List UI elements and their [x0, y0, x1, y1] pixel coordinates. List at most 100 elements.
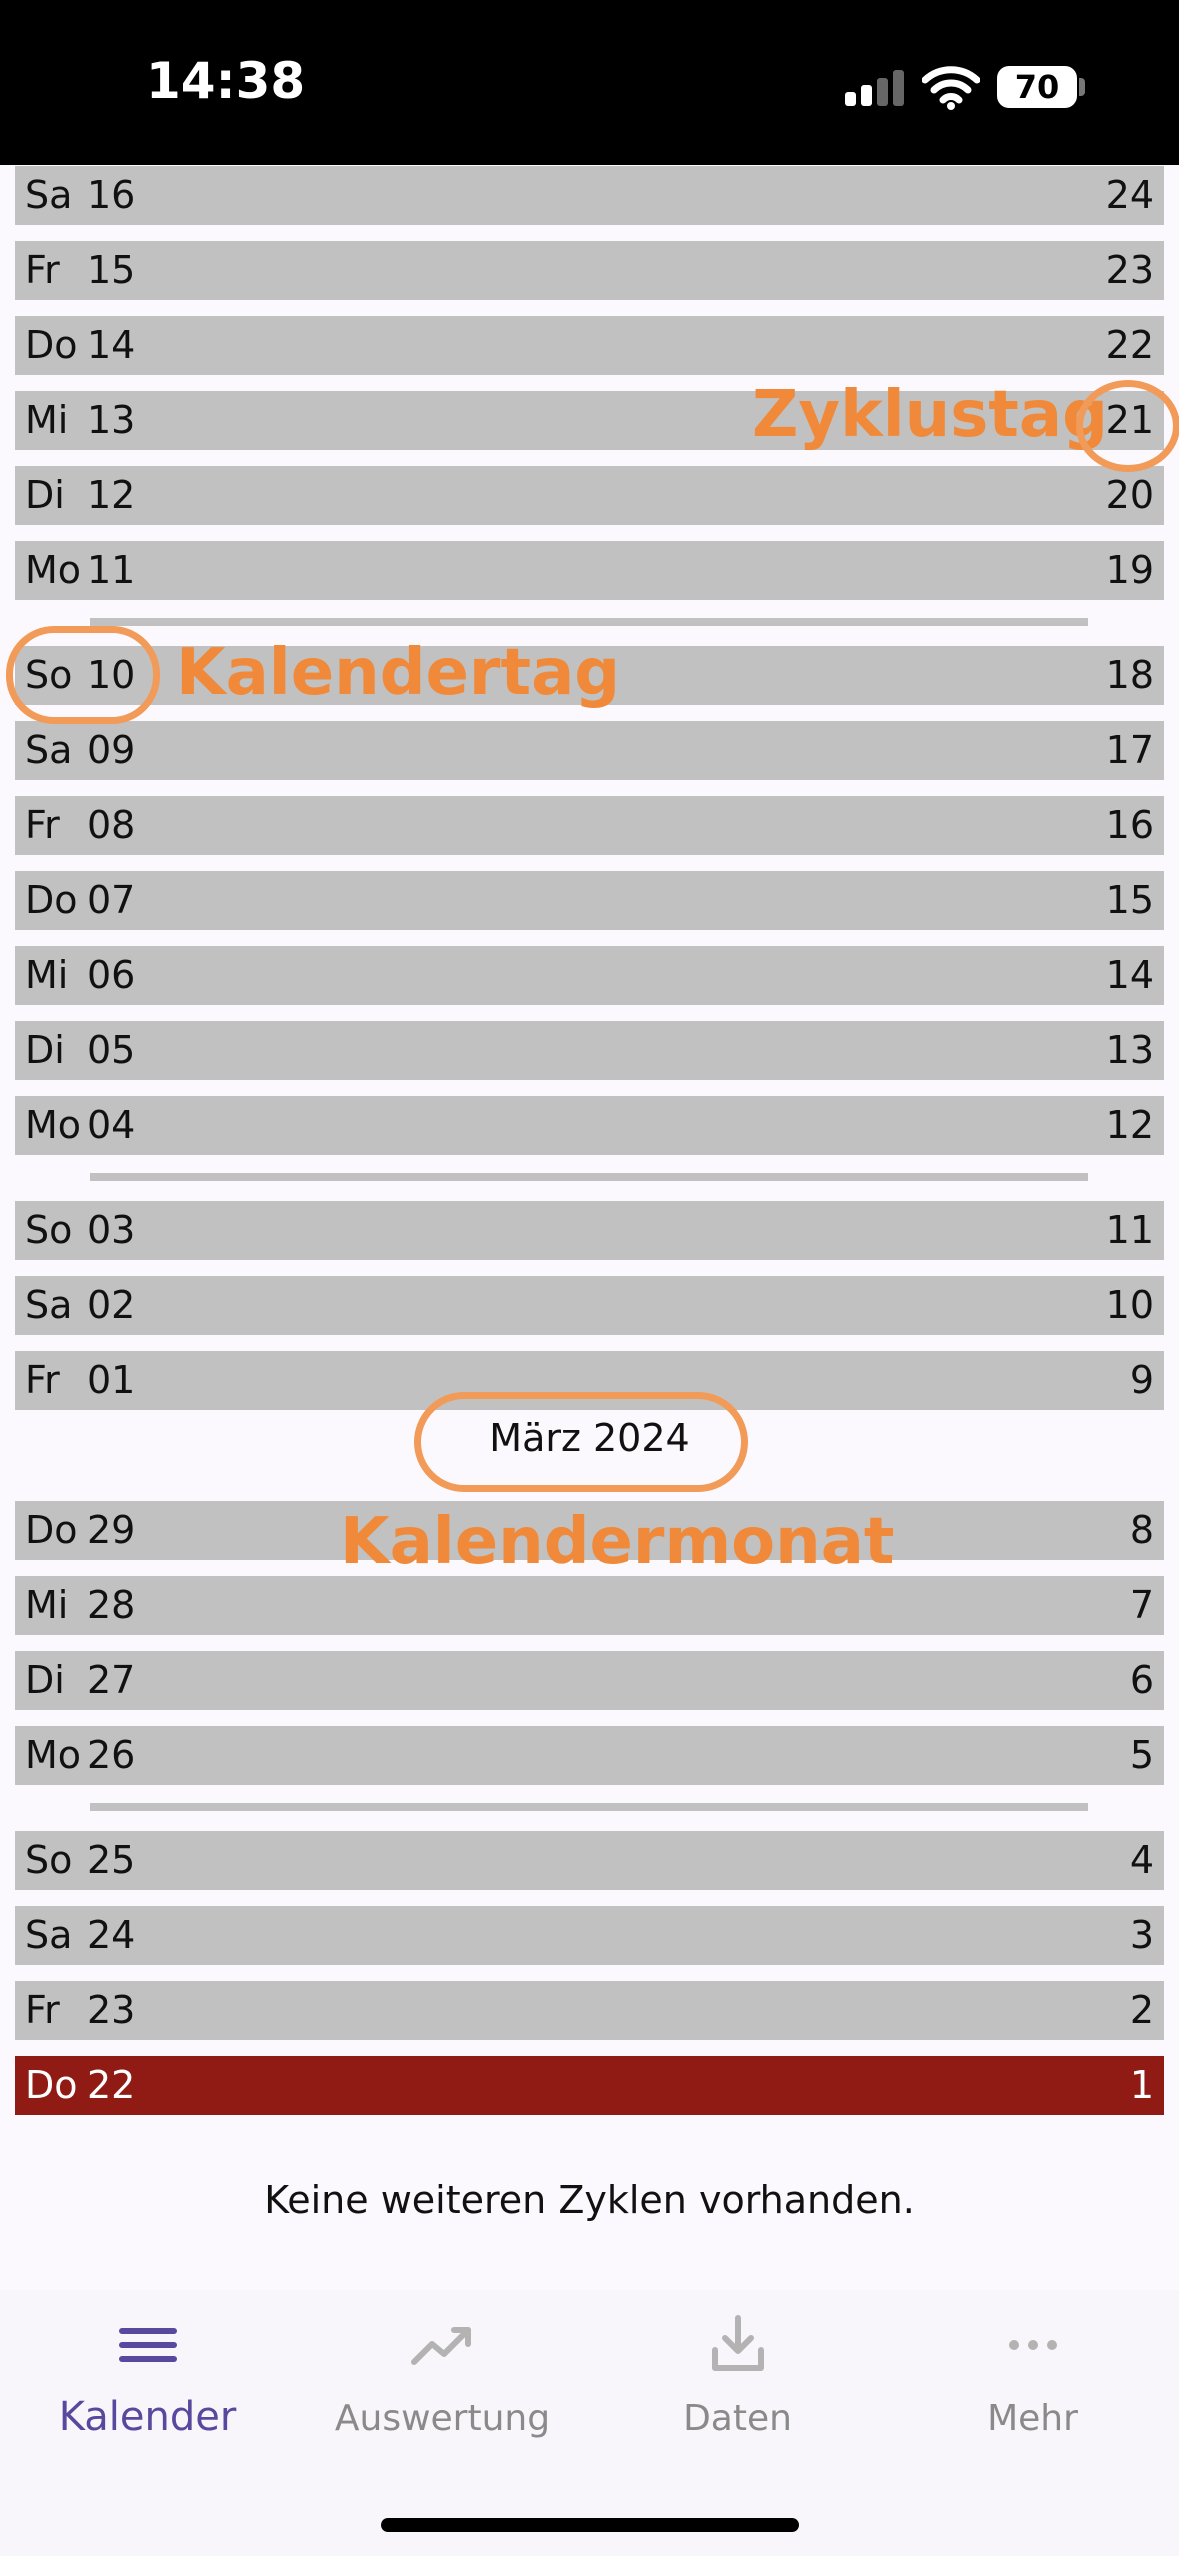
- day-row[interactable]: Do 14 22: [15, 316, 1164, 375]
- calendar-day: 26: [87, 1733, 136, 1777]
- calendar-day: 07: [87, 878, 136, 922]
- weekday: Do: [25, 878, 78, 922]
- weekday: Mo: [25, 1103, 82, 1147]
- cellular-signal-icon: [845, 70, 907, 106]
- no-more-cycles-note: Keine weiteren Zyklen vorhanden.: [264, 2178, 915, 2222]
- weekday: So: [25, 1208, 73, 1252]
- download-icon: [711, 2315, 764, 2371]
- calendar-day: 04: [87, 1103, 136, 1147]
- annotation-ring-month: [414, 1392, 748, 1492]
- cycle-day: 5: [1129, 1733, 1154, 1777]
- weekday: Mo: [25, 1733, 82, 1777]
- annotation-calendar-month: Kalendermonat: [340, 1505, 895, 1579]
- calendar-day: 16: [87, 173, 136, 217]
- calendar-day: 14: [87, 323, 136, 367]
- day-row[interactable]: Fr 01 9: [15, 1351, 1164, 1410]
- weekday: Mo: [25, 548, 82, 592]
- week-separator: [90, 1803, 1088, 1811]
- status-time: 14:38: [146, 52, 306, 110]
- calendar-day: 28: [87, 1583, 136, 1627]
- day-row[interactable]: Sa 09 17: [15, 721, 1164, 780]
- day-row[interactable]: Do 07 15: [15, 871, 1164, 930]
- weekday: Mi: [25, 953, 69, 997]
- cycle-day: 20: [1105, 473, 1154, 517]
- day-row[interactable]: Mi 06 14: [15, 946, 1164, 1005]
- list-icon: [118, 2328, 177, 2362]
- tab-label: Kalender: [58, 2394, 237, 2440]
- calendar-day: 22: [87, 2063, 136, 2107]
- calendar-day: 12: [87, 473, 136, 517]
- wifi-icon: [922, 66, 980, 110]
- calendar-day: 13: [87, 398, 136, 442]
- day-row[interactable]: Di 27 6: [15, 1651, 1164, 1710]
- calendar-day: 03: [87, 1208, 136, 1252]
- weekday: Fr: [25, 803, 60, 847]
- weekday: Fr: [25, 1988, 60, 2032]
- home-indicator[interactable]: [381, 2518, 799, 2532]
- day-row[interactable]: So 10 18: [15, 646, 1164, 705]
- day-row[interactable]: Sa 24 3: [15, 1906, 1164, 1965]
- calendar-day: 08: [87, 803, 136, 847]
- day-row[interactable]: Mo 11 19: [15, 541, 1164, 600]
- cycle-day: 4: [1129, 1838, 1154, 1882]
- day-row[interactable]: Sa 16 24: [15, 166, 1164, 225]
- day-row-period-start[interactable]: Do 22 1: [15, 2056, 1164, 2115]
- weekday: Sa: [25, 1283, 73, 1327]
- weekday: Di: [25, 1658, 65, 1702]
- battery-icon: 70: [997, 66, 1077, 108]
- week-separator: [90, 618, 1088, 626]
- more-icon: [1008, 2340, 1057, 2350]
- cycle-day: 9: [1129, 1358, 1154, 1402]
- day-row[interactable]: Sa 02 10: [15, 1276, 1164, 1335]
- cycle-day: 19: [1105, 548, 1154, 592]
- trend-icon: [410, 2327, 471, 2365]
- cycle-day: 24: [1105, 173, 1154, 217]
- day-row[interactable]: Fr 15 23: [15, 241, 1164, 300]
- tab-label: Daten: [683, 2398, 792, 2439]
- calendar-day: 01: [87, 1358, 136, 1402]
- day-row[interactable]: Mo 26 5: [15, 1726, 1164, 1785]
- day-row[interactable]: So 03 11: [15, 1201, 1164, 1260]
- day-row[interactable]: So 25 4: [15, 1831, 1164, 1890]
- tab-label: Auswertung: [334, 2398, 551, 2439]
- calendar-day: 02: [87, 1283, 136, 1327]
- annotation-ring-calendar-day: [6, 626, 160, 724]
- calendar-day: 23: [87, 1988, 136, 2032]
- calendar-day: 06: [87, 953, 136, 997]
- day-row[interactable]: Fr 08 16: [15, 796, 1164, 855]
- day-row[interactable]: Di 05 13: [15, 1021, 1164, 1080]
- tab-auswertung[interactable]: Auswertung: [295, 2310, 590, 2460]
- tab-kalender[interactable]: Kalender: [0, 2310, 295, 2460]
- weekday: Di: [25, 1028, 65, 1072]
- day-row[interactable]: Mi 28 7: [15, 1576, 1164, 1635]
- weekday: Mi: [25, 398, 69, 442]
- day-row[interactable]: Di 12 20: [15, 466, 1164, 525]
- tab-daten[interactable]: Daten: [590, 2310, 885, 2460]
- weekday: Fr: [25, 1358, 60, 1402]
- annotation-cycle-day: Zyklustag: [752, 378, 1108, 452]
- cycle-day: 10: [1105, 1283, 1154, 1327]
- calendar-day: 24: [87, 1913, 136, 1957]
- calendar-day: 27: [87, 1658, 136, 1702]
- tab-label: Mehr: [987, 2398, 1078, 2439]
- day-row[interactable]: Fr 23 2: [15, 1981, 1164, 2040]
- weekday: Fr: [25, 248, 60, 292]
- cycle-day: 2: [1129, 1988, 1154, 2032]
- weekday: Do: [25, 323, 78, 367]
- cycle-day: 1: [1129, 2063, 1154, 2107]
- month-header: März 2024: [489, 1416, 690, 1460]
- cycle-day: 22: [1105, 323, 1154, 367]
- cycle-day: 16: [1105, 803, 1154, 847]
- calendar-day: 05: [87, 1028, 136, 1072]
- cycle-day: 13: [1105, 1028, 1154, 1072]
- status-bar: 14:38 70: [0, 0, 1179, 165]
- day-row[interactable]: Do 29 8: [15, 1501, 1164, 1560]
- weekday: Mi: [25, 1583, 69, 1627]
- tab-mehr[interactable]: Mehr: [885, 2310, 1179, 2460]
- cycle-day: 7: [1129, 1583, 1154, 1627]
- day-row[interactable]: Mo 04 12: [15, 1096, 1164, 1155]
- week-separator: [90, 1173, 1088, 1181]
- cycle-day: 3: [1129, 1913, 1154, 1957]
- weekday: Sa: [25, 173, 73, 217]
- annotation-calendar-day: Kalendertag: [176, 636, 621, 710]
